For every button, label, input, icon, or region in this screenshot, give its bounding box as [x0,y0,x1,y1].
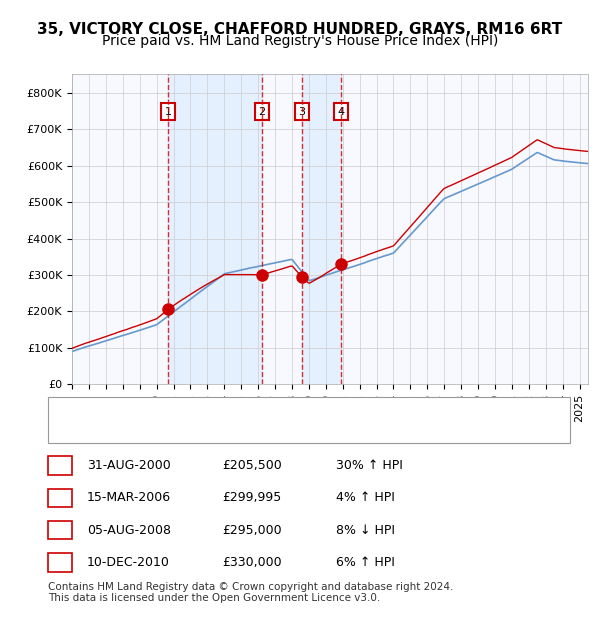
Text: £205,500: £205,500 [222,459,282,472]
Text: 4: 4 [338,107,345,117]
Text: 1: 1 [164,107,172,117]
Bar [168,74,262,384]
Text: 15-MAR-2006: 15-MAR-2006 [87,492,171,504]
Text: Price paid vs. HM Land Registry's House Price Index (HPI): Price paid vs. HM Land Registry's House … [102,34,498,48]
Text: 05-AUG-2008: 05-AUG-2008 [87,524,171,536]
Text: 3: 3 [298,107,305,117]
Text: 1: 1 [56,459,64,472]
Text: 8% ↓ HPI: 8% ↓ HPI [336,524,395,536]
Text: 31-AUG-2000: 31-AUG-2000 [87,459,171,472]
Text: £295,000: £295,000 [222,524,281,536]
Text: £330,000: £330,000 [222,556,281,569]
Text: HPI: Average price, detached house, Thurrock: HPI: Average price, detached house, Thur… [96,424,367,436]
Text: 35, VICTORY CLOSE, CHAFFORD HUNDRED, GRAYS, RM16 6RT: 35, VICTORY CLOSE, CHAFFORD HUNDRED, GRA… [37,22,563,37]
Text: 10-DEC-2010: 10-DEC-2010 [87,556,170,569]
Text: Contains HM Land Registry data © Crown copyright and database right 2024.
This d: Contains HM Land Registry data © Crown c… [48,582,454,603]
Text: 2: 2 [56,492,64,504]
Bar [302,74,341,384]
Text: £299,995: £299,995 [222,492,281,504]
Text: 4: 4 [56,556,64,569]
Text: 35, VICTORY CLOSE, CHAFFORD HUNDRED, GRAYS, RM16 6RT (detached house): 35, VICTORY CLOSE, CHAFFORD HUNDRED, GRA… [96,404,567,416]
Text: 30% ↑ HPI: 30% ↑ HPI [336,459,403,472]
Text: 6% ↑ HPI: 6% ↑ HPI [336,556,395,569]
Text: 4% ↑ HPI: 4% ↑ HPI [336,492,395,504]
Text: 2: 2 [258,107,265,117]
Text: 3: 3 [56,524,64,536]
